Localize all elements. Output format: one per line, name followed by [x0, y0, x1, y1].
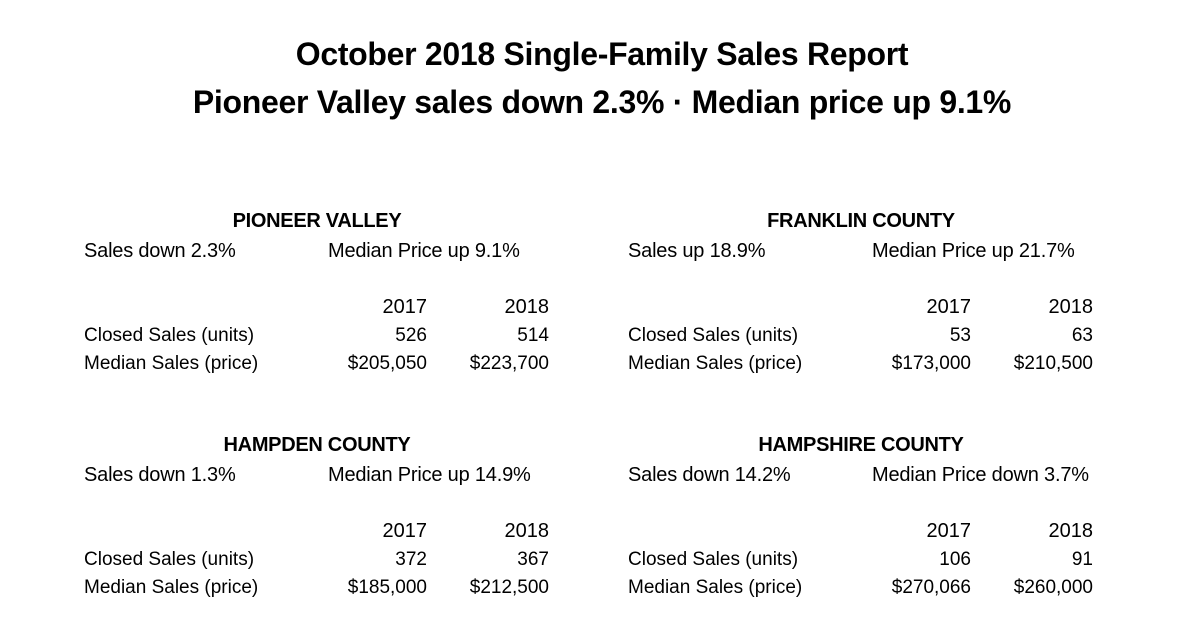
sales-summary: Sales down 2.3% — [84, 240, 236, 262]
region-name: FRANKLIN COUNTY — [767, 210, 955, 232]
price-summary: Median Price up 9.1% — [328, 240, 520, 262]
region-name: HAMPDEN COUNTY — [223, 434, 411, 456]
region-franklin-county: FRANKLIN COUNTY Sales up 18.9% Median Pr… — [628, 208, 1098, 388]
closed-sales-2018: 63 — [1071, 325, 1093, 346]
median-sales-2018: $260,000 — [1013, 577, 1093, 598]
closed-sales-2018: 91 — [1071, 549, 1093, 570]
sales-summary: Sales up 18.9% — [628, 240, 766, 262]
region-pioneer-valley: PIONEER VALLEY Sales down 2.3% Median Pr… — [84, 208, 554, 388]
year-header-2017: 2017 — [382, 520, 428, 542]
median-sales-2018: $212,500 — [469, 577, 549, 598]
region-hampshire-county: HAMPSHIRE COUNTY Sales down 14.2% Median… — [628, 432, 1098, 612]
year-header-2017: 2017 — [926, 520, 972, 542]
report-title: October 2018 Single-Family Sales Report — [295, 36, 909, 72]
closed-sales-2017: 53 — [949, 325, 971, 346]
price-summary: Median Price up 14.9% — [328, 464, 531, 486]
median-sales-2018: $223,700 — [469, 353, 549, 374]
year-header-2018: 2018 — [1048, 520, 1094, 542]
median-sales-label: Median Sales (price) — [628, 577, 803, 598]
sales-summary: Sales down 1.3% — [84, 464, 236, 486]
closed-sales-2017: 106 — [939, 549, 971, 570]
closed-sales-label: Closed Sales (units) — [628, 325, 799, 346]
median-sales-2017: $205,050 — [347, 353, 427, 374]
closed-sales-2018: 367 — [517, 549, 549, 570]
median-sales-2018: $210,500 — [1013, 353, 1093, 374]
region-name: HAMPSHIRE COUNTY — [758, 434, 964, 456]
closed-sales-label: Closed Sales (units) — [628, 549, 799, 570]
median-sales-label: Median Sales (price) — [84, 353, 259, 374]
region-name: PIONEER VALLEY — [232, 210, 402, 232]
year-header-2018: 2018 — [1048, 296, 1094, 318]
region-hampden-county: HAMPDEN COUNTY Sales down 1.3% Median Pr… — [84, 432, 554, 612]
median-sales-2017: $270,066 — [891, 577, 971, 598]
year-header-2017: 2017 — [926, 296, 972, 318]
price-summary: Median Price up 21.7% — [872, 240, 1075, 262]
median-sales-label: Median Sales (price) — [84, 577, 259, 598]
closed-sales-2017: 526 — [395, 325, 427, 346]
year-header-2018: 2018 — [504, 296, 550, 318]
year-header-2018: 2018 — [504, 520, 550, 542]
closed-sales-2017: 372 — [395, 549, 427, 570]
year-header-2017: 2017 — [382, 296, 428, 318]
median-sales-label: Median Sales (price) — [628, 353, 803, 374]
median-sales-2017: $185,000 — [347, 577, 427, 598]
report-subtitle: Pioneer Valley sales down 2.3% · Median … — [192, 84, 1012, 120]
closed-sales-label: Closed Sales (units) — [84, 549, 255, 570]
closed-sales-2018: 514 — [517, 325, 549, 346]
sales-summary: Sales down 14.2% — [628, 464, 791, 486]
median-sales-2017: $173,000 — [891, 353, 971, 374]
price-summary: Median Price down 3.7% — [872, 464, 1089, 486]
closed-sales-label: Closed Sales (units) — [84, 325, 255, 346]
